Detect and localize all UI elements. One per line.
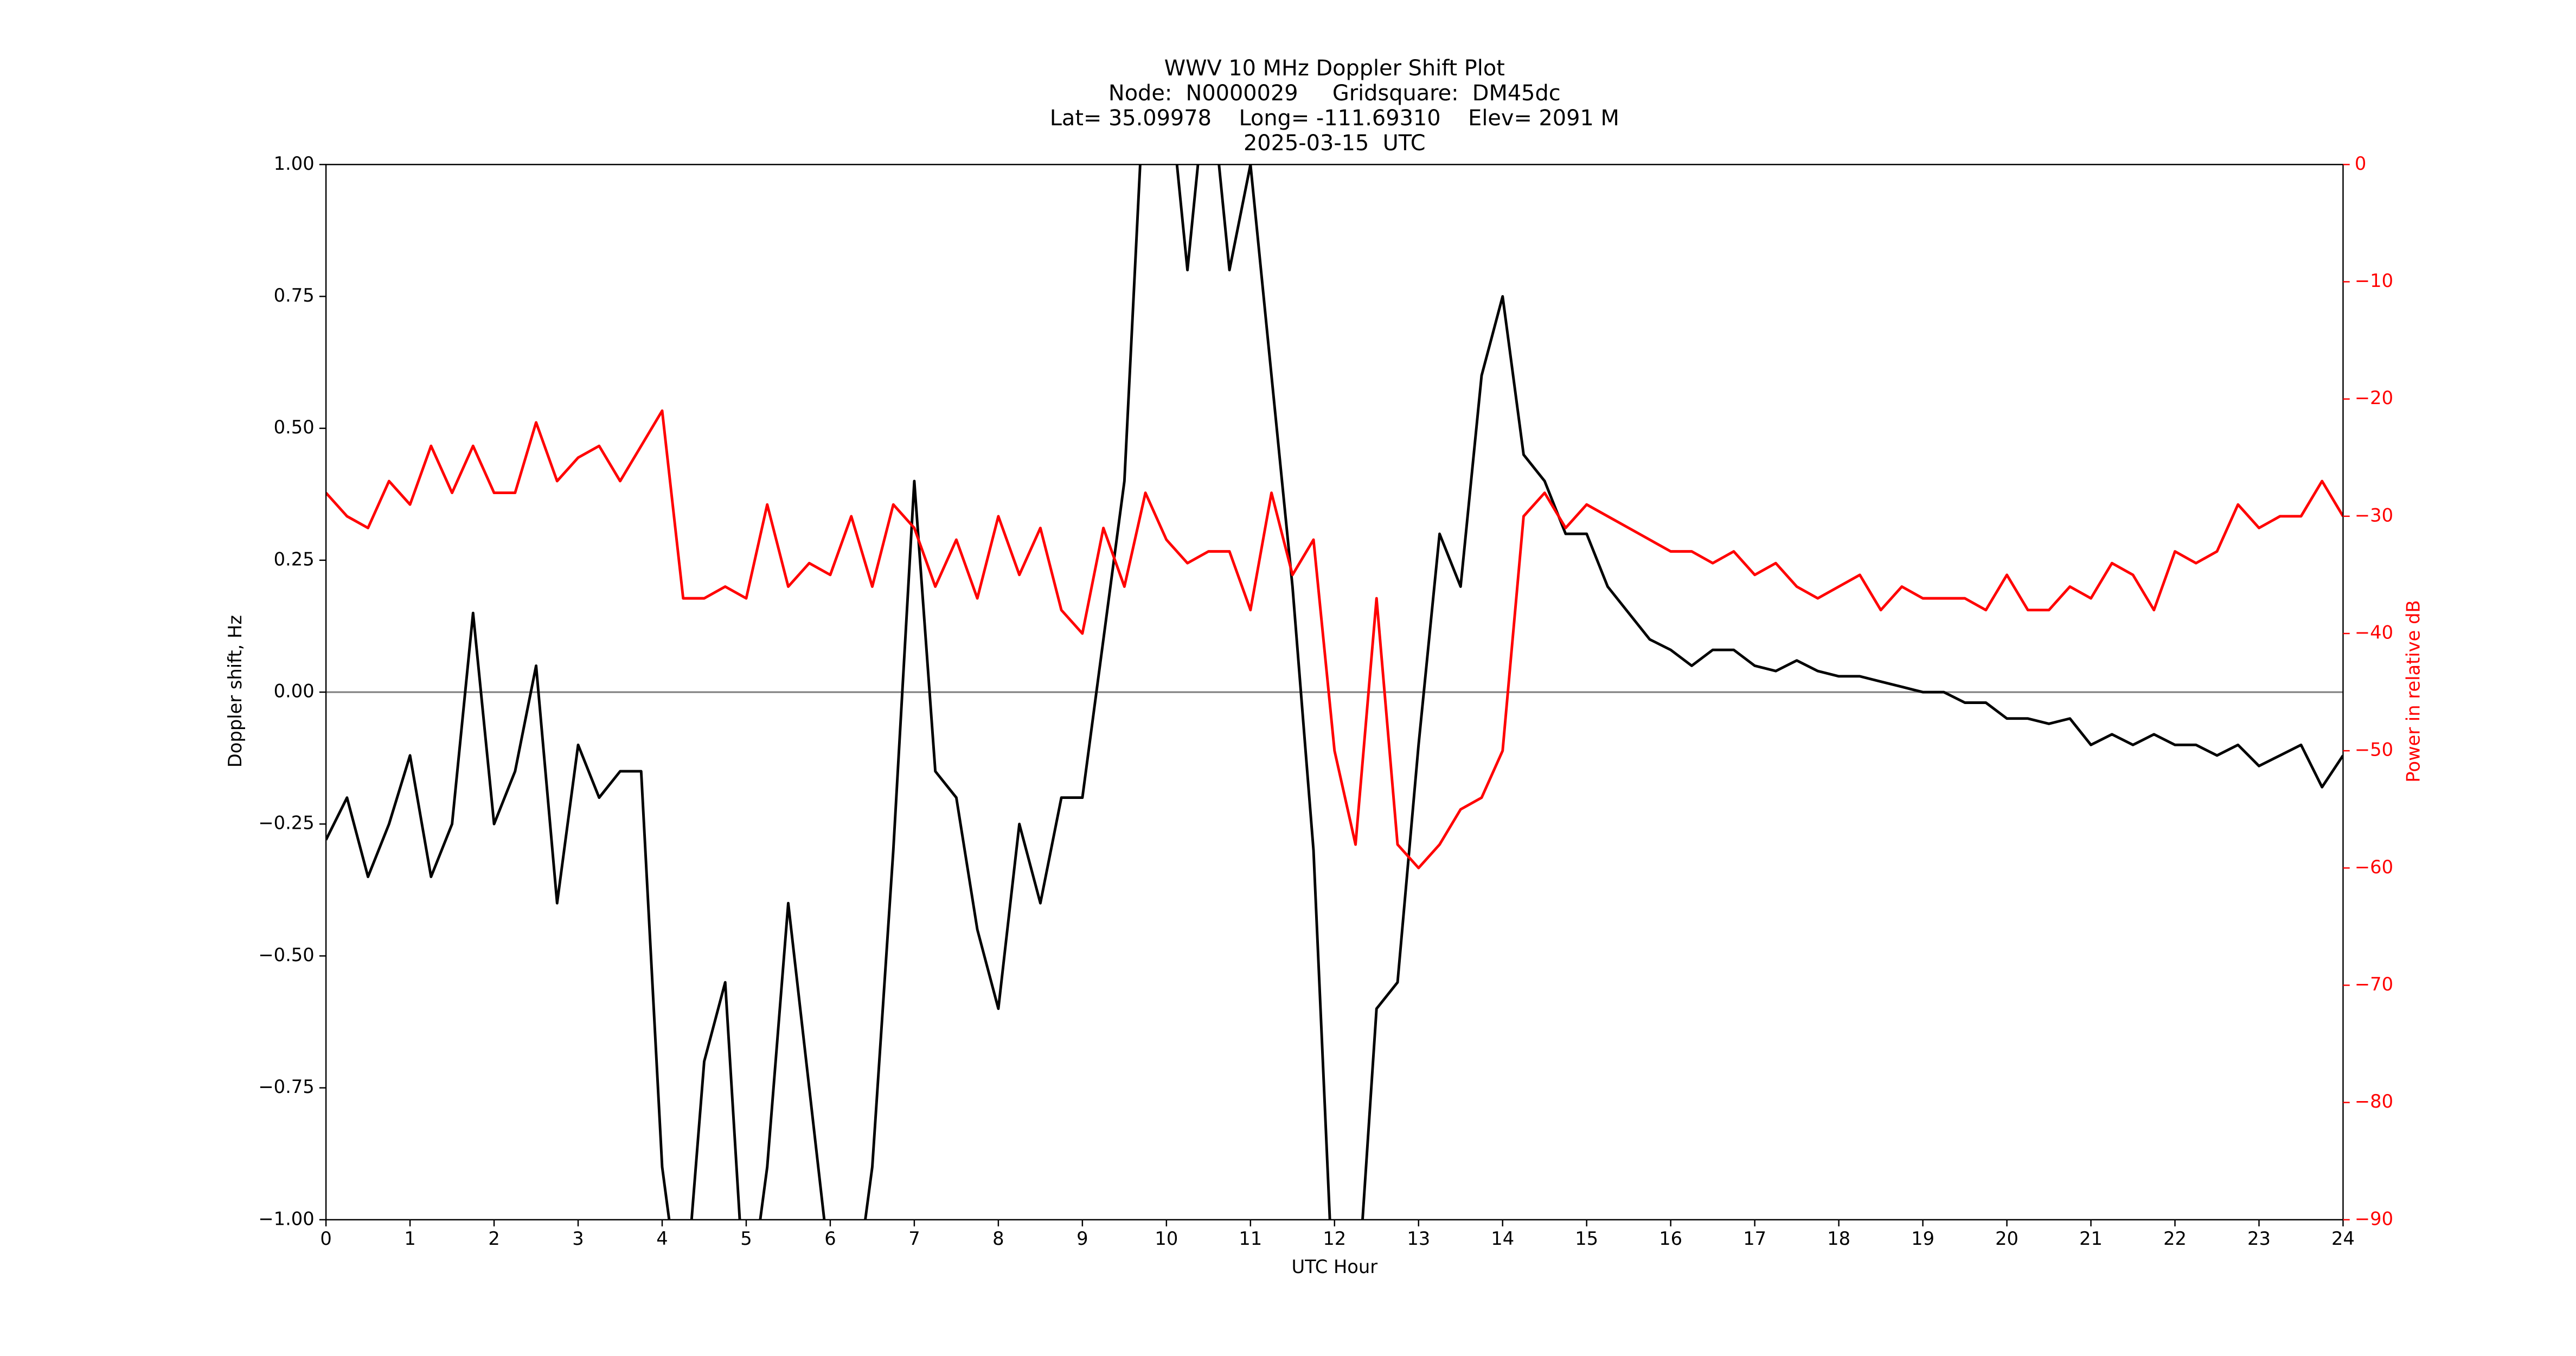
y2-tick-label: −40	[2355, 622, 2393, 643]
x-tick-label: 18	[1827, 1228, 1850, 1249]
chart-title: WWV 10 MHz Doppler Shift Plot	[1164, 56, 1505, 81]
chart-subtitle: 2025-03-15 UTC	[1244, 131, 1426, 156]
x-tick-label: 14	[1491, 1228, 1514, 1249]
y-tick-label: 0.75	[274, 285, 315, 306]
x-tick-label: 11	[1239, 1228, 1262, 1249]
x-tick-label: 23	[2247, 1228, 2271, 1249]
x-tick-label: 19	[1911, 1228, 1934, 1249]
x-tick-label: 3	[572, 1228, 584, 1249]
series-line	[326, 164, 2343, 1220]
x-tick-label: 10	[1155, 1228, 1178, 1249]
x-tick-label: 15	[1575, 1228, 1598, 1249]
y2-tick-label: 0	[2355, 153, 2366, 174]
x-tick-label: 13	[1407, 1228, 1430, 1249]
y-tick-label: −1.00	[258, 1208, 314, 1229]
x-tick-label: 24	[2331, 1228, 2355, 1249]
x-tick-label: 20	[1995, 1228, 2018, 1249]
plot-frame	[325, 164, 2344, 1220]
x-tick-label: 8	[992, 1228, 1004, 1249]
y-tick-label: −0.25	[258, 813, 314, 834]
y2-tick-label: −50	[2355, 739, 2393, 760]
y2-tick-label: −70	[2355, 974, 2393, 995]
y-tick-label: 0.50	[274, 417, 315, 438]
y2-tick-label: −10	[2355, 270, 2393, 291]
x-tick-label: 7	[908, 1228, 920, 1249]
x-axis-label: UTC Hour	[1291, 1256, 1377, 1277]
x-tick-label: 9	[1076, 1228, 1088, 1249]
y2-tick-label: −80	[2355, 1091, 2393, 1112]
x-tick-label: 16	[1659, 1228, 1682, 1249]
x-tick-label: 1	[404, 1228, 415, 1249]
y-tick-label: −0.50	[258, 944, 314, 965]
chart-subtitle: Lat= 35.09978 Long= -111.69310 Elev= 209…	[1050, 106, 1619, 131]
y-tick-label: 1.00	[274, 153, 315, 174]
x-tick-label: 4	[656, 1228, 668, 1249]
x-tick-label: 21	[2079, 1228, 2103, 1249]
y-tick-label: 0.00	[274, 681, 315, 702]
x-tick-label: 0	[320, 1228, 331, 1249]
y2-tick-label: −20	[2355, 387, 2393, 408]
y-tick-label: 0.25	[274, 548, 315, 570]
x-tick-label: 22	[2163, 1228, 2187, 1249]
x-tick-label: 2	[488, 1228, 499, 1249]
x-tick-label: 6	[824, 1228, 836, 1249]
y2-tick-label: −60	[2355, 856, 2393, 878]
series-line	[326, 409, 2343, 869]
x-tick-label: 5	[740, 1228, 752, 1249]
y2-tick-label: −90	[2355, 1208, 2393, 1229]
y2-tick-label: −30	[2355, 504, 2393, 526]
x-tick-label: 12	[1323, 1228, 1346, 1249]
x-tick-label: 17	[1743, 1228, 1766, 1249]
y-axis-label: Doppler shift, Hz	[225, 615, 246, 767]
y-tick-label: −0.75	[258, 1076, 314, 1097]
chart-subtitle: Node: N0000029 Gridsquare: DM45dc	[1108, 81, 1561, 106]
y2-axis-label: Power in relative dB	[2403, 600, 2424, 782]
